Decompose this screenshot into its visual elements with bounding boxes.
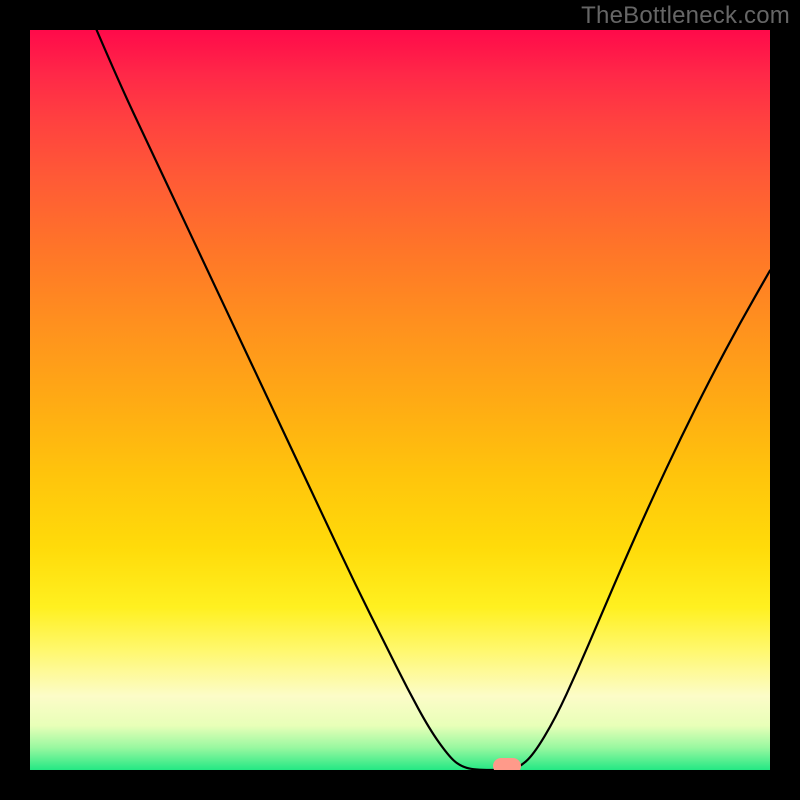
bottleneck-curve [30, 30, 770, 770]
plot-area [30, 30, 770, 770]
optimum-marker [493, 758, 521, 770]
chart-container: TheBottleneck.com [0, 0, 800, 800]
watermark-text: TheBottleneck.com [581, 2, 790, 30]
